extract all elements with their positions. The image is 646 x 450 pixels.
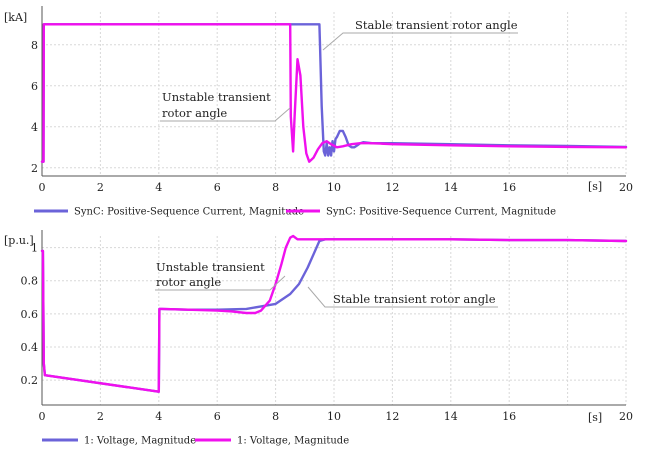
voltage-x-tick-label: 16 bbox=[502, 410, 516, 423]
unstable-annotation-label-line2: rotor angle bbox=[162, 106, 227, 120]
voltage-chart-ticks: 0 2 4 6 8 10 12 14 16 20 0.2 0.4 0.6 0.8 1 bbox=[21, 242, 634, 423]
voltage-x-tick-label: 8 bbox=[272, 410, 279, 423]
current-x-tick-label: 20 bbox=[619, 181, 633, 194]
current-legend: SynC: Positive-Sequence Current, Magnitu… bbox=[34, 207, 556, 218]
voltage-x-tick-label: 2 bbox=[97, 410, 104, 423]
voltage-y-tick-label: 1 bbox=[31, 242, 38, 255]
voltage-legend: 1: Voltage, Magnitude 1: Voltage, Magnit… bbox=[42, 436, 349, 447]
current-x-tick-label: 16 bbox=[502, 181, 516, 194]
current-y-tick-label: 6 bbox=[31, 80, 38, 93]
voltage-series-line-magenta bbox=[40, 234, 628, 393]
current-x-unit: [s] bbox=[588, 180, 602, 193]
unstable-annotation-label-line1: Unstable transient bbox=[162, 90, 271, 104]
voltage-chart-grid bbox=[41, 230, 627, 406]
voltage-chart: 0 2 4 6 8 10 12 14 16 200.20.40.60.81 [p.u.] [s] … bbox=[4, 230, 633, 424]
voltage-x-tick-label: 14 bbox=[444, 410, 458, 423]
voltage-x-tick-label: 12 bbox=[385, 410, 399, 423]
bottom-stable-annotation-leader bbox=[307, 286, 498, 308]
voltage-chart-series bbox=[40, 234, 628, 393]
current-chart-grid bbox=[41, 6, 627, 177]
current-x-tick-label: 6 bbox=[214, 181, 221, 194]
bottom-unstable-annotation-leader bbox=[155, 275, 286, 291]
voltage-x-unit: [s] bbox=[588, 411, 602, 424]
stable-annotation-leader bbox=[322, 32, 518, 51]
legend-label-blue: 1: Voltage, Magnitude bbox=[84, 436, 196, 447]
current-x-tick-label: 2 bbox=[97, 181, 104, 194]
voltage-y-tick-label: 0.4 bbox=[21, 341, 39, 354]
voltage-x-tick-label: 0 bbox=[39, 410, 46, 423]
voltage-y-tick-label: 0.6 bbox=[21, 308, 39, 321]
stable-annotation-label: Stable transient rotor angle bbox=[355, 18, 518, 32]
voltage-y-tick-label: 0.8 bbox=[21, 275, 39, 288]
legend-label-magenta: 1: Voltage, Magnitude bbox=[237, 436, 349, 447]
voltage-x-tick-label: 10 bbox=[327, 410, 341, 423]
voltage-x-tick-label: 4 bbox=[155, 410, 162, 423]
voltage-x-tick-label: 6 bbox=[214, 410, 221, 423]
voltage-y-tick-label: 0.2 bbox=[21, 374, 39, 387]
current-y-tick-label: 4 bbox=[31, 121, 38, 134]
current-series-line-magenta bbox=[40, 23, 628, 163]
unstable-annotation-leader bbox=[160, 107, 291, 122]
legend-label-magenta: SynC: Positive-Sequence Current, Magnitu… bbox=[326, 207, 556, 218]
current-x-tick-label: 12 bbox=[385, 181, 399, 194]
current-x-tick-label: 10 bbox=[327, 181, 341, 194]
current-x-tick-label: 0 bbox=[39, 181, 46, 194]
current-x-tick-label: 4 bbox=[155, 181, 162, 194]
bottom-unstable-annotation-line1: Unstable transient bbox=[156, 260, 265, 274]
legend-label-blue: SynC: Positive-Sequence Current, Magnitu… bbox=[74, 207, 304, 218]
current-y-tick-label: 2 bbox=[31, 162, 38, 175]
current-x-tick-label: 8 bbox=[272, 181, 279, 194]
current-x-tick-label: 14 bbox=[444, 181, 458, 194]
current-y-tick-label: 8 bbox=[31, 39, 38, 52]
current-chart-series bbox=[40, 23, 628, 163]
voltage-y-unit: [p.u.] bbox=[4, 234, 34, 247]
bottom-stable-annotation-label: Stable transient rotor angle bbox=[333, 292, 496, 306]
bottom-unstable-annotation-line2: rotor angle bbox=[156, 275, 221, 289]
voltage-x-tick-label: 20 bbox=[619, 410, 633, 423]
current-y-unit: [kA] bbox=[4, 11, 27, 24]
